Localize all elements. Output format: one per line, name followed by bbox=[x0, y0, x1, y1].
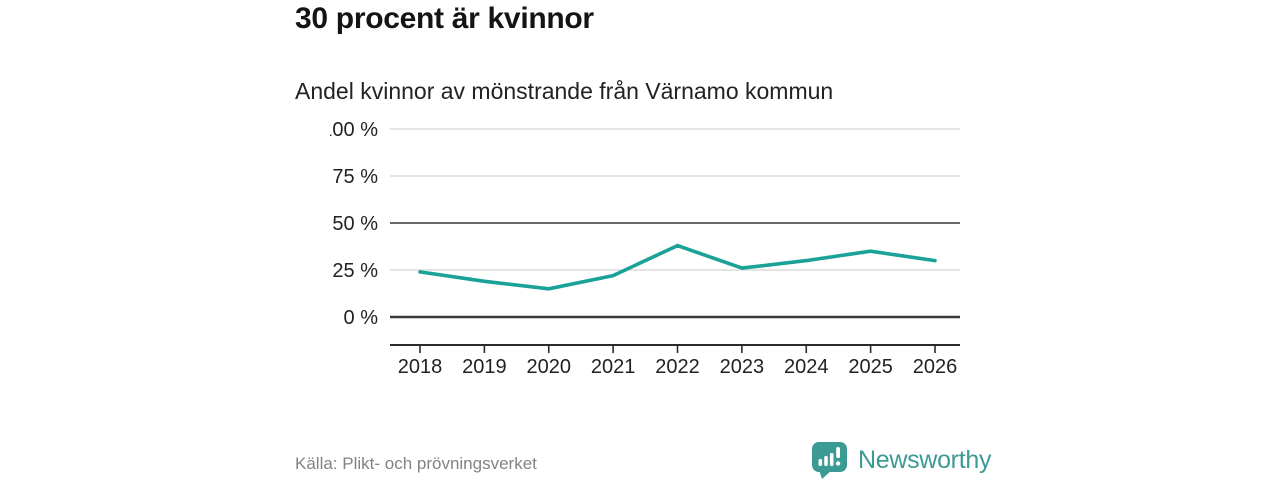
x-tick-label: 2019 bbox=[462, 356, 507, 378]
x-tick-label: 2026 bbox=[913, 356, 958, 378]
line-chart: 0 % 25 % 50 % 75 % 100 % 2018 2019 2020 2021 2022… bbox=[321, 119, 960, 378]
y-tick-label: 50 % bbox=[332, 213, 378, 235]
x-tick-label: 2022 bbox=[655, 356, 700, 378]
y-tick-label: 75 % bbox=[332, 166, 378, 188]
newsworthy-brand: Newsworthy bbox=[810, 441, 991, 479]
data-line bbox=[418, 243, 937, 291]
x-tick-label: 2020 bbox=[527, 356, 572, 378]
source-note: Källa: Plikt- och prövningsverket bbox=[295, 454, 537, 473]
chart-area: 0 % 25 % 50 % 75 % 100 % 2018 2019 2020 2021 2022… bbox=[321, 115, 980, 395]
x-tick-label: 2025 bbox=[848, 356, 893, 378]
chart-title: 30 procent är kvinnor bbox=[295, 2, 594, 35]
x-tick-label: 2021 bbox=[591, 356, 636, 378]
y-tick-label: 0 % bbox=[344, 307, 379, 329]
x-tick-label: 2023 bbox=[720, 356, 765, 378]
chart-subtitle: Andel kvinnor av mönstrande från Värnamo… bbox=[295, 78, 834, 104]
y-tick-label: 100 % bbox=[330, 119, 378, 141]
x-tick-label: 2018 bbox=[398, 356, 443, 378]
x-tick-label: 2024 bbox=[784, 356, 829, 378]
newsworthy-wordmark: Newsworthy bbox=[858, 445, 992, 474]
y-tick-label: 25 % bbox=[332, 260, 378, 282]
newsworthy-logo-icon bbox=[812, 442, 847, 479]
